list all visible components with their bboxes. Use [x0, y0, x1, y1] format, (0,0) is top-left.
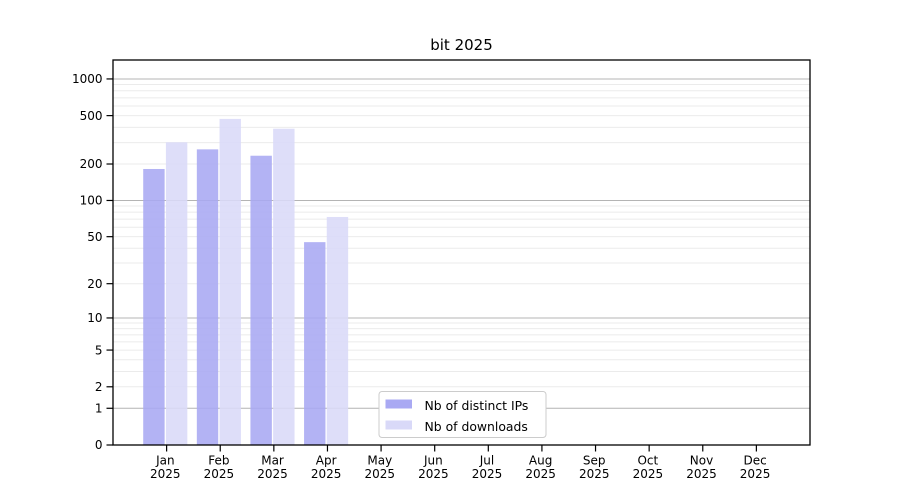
y-axis-tick-label: 500	[80, 109, 103, 123]
plot-area-border	[112, 59, 811, 446]
x-axis-month-label: May	[367, 454, 392, 468]
x-axis-month-label: Dec	[743, 454, 766, 468]
y-axis-tick-label: 100	[80, 194, 103, 208]
x-axis-month-label: Jul	[479, 454, 494, 468]
x-axis-year-label: 2025	[365, 467, 396, 481]
y-axis-tick-label: 10	[87, 311, 102, 325]
bar-nb-of-downloads-feb	[219, 118, 241, 445]
x-axis-month-label: Mar	[261, 454, 284, 468]
x-axis-month-label: Feb	[208, 454, 229, 468]
x-axis-year-label: 2025	[525, 467, 556, 481]
legend-label-0: Nb of distinct IPs	[425, 398, 529, 413]
y-axis: 0 1 2 5 10 20 50 100 200 500 1000	[72, 72, 113, 452]
y-axis-tick-label: 0	[95, 438, 103, 452]
x-axis-month-label: Jun	[423, 454, 443, 468]
x-axis-year-label: 2025	[418, 467, 449, 481]
legend-box	[378, 391, 547, 438]
y-axis-tick-label: 5	[95, 343, 103, 357]
x-axis-year-label: 2025	[150, 467, 181, 481]
bar-nb-of-downloads-jan	[165, 142, 188, 446]
x-axis-month-label: Apr	[316, 454, 337, 468]
y-axis-tick-label: 200	[80, 157, 103, 171]
bar-nb-of-downloads-apr	[326, 216, 349, 445]
x-axis-year-label: 2025	[311, 467, 342, 481]
bar-nb-of-downloads-mar	[273, 128, 295, 445]
bar-nb-of-distinct-ips-mar	[250, 155, 272, 445]
bars	[143, 118, 349, 446]
y-axis-tick-label: 20	[87, 277, 102, 291]
y-axis-tick-label: 1	[95, 401, 103, 415]
x-axis-month-label: Sep	[583, 454, 606, 468]
chart-title: bit 2025	[430, 36, 493, 54]
y-axis-tick-label: 2	[95, 380, 103, 394]
x-axis-month-label: Nov	[690, 454, 713, 468]
legend: Nb of distinct IPs Nb of downloads	[378, 391, 547, 438]
x-axis-year-label: 2025	[472, 467, 503, 481]
legend-label-1: Nb of downloads	[425, 419, 528, 434]
x-axis-year-label: 2025	[257, 467, 288, 481]
x-axis-month-label: Aug	[529, 454, 552, 468]
bar-nb-of-distinct-ips-apr	[304, 242, 326, 445]
legend-swatch-1	[385, 420, 412, 430]
y-axis-tick-label: 1000	[72, 72, 103, 86]
x-axis-month-label: Jan	[155, 454, 175, 468]
x-axis-year-label: 2025	[740, 467, 771, 481]
x-axis-month-label: Oct	[637, 454, 658, 468]
x-axis-year-label: 2025	[686, 467, 717, 481]
y-axis-tick-label: 50	[87, 230, 102, 244]
x-axis-year-label: 2025	[633, 467, 664, 481]
x-axis: Jan2025Feb2025Mar2025Apr2025May2025Jun20…	[150, 445, 770, 481]
x-axis-year-label: 2025	[204, 467, 235, 481]
legend-swatch-0	[385, 399, 412, 409]
bar-nb-of-distinct-ips-feb	[196, 149, 219, 445]
bar-nb-of-distinct-ips-jan	[143, 168, 165, 446]
x-axis-year-label: 2025	[579, 467, 610, 481]
